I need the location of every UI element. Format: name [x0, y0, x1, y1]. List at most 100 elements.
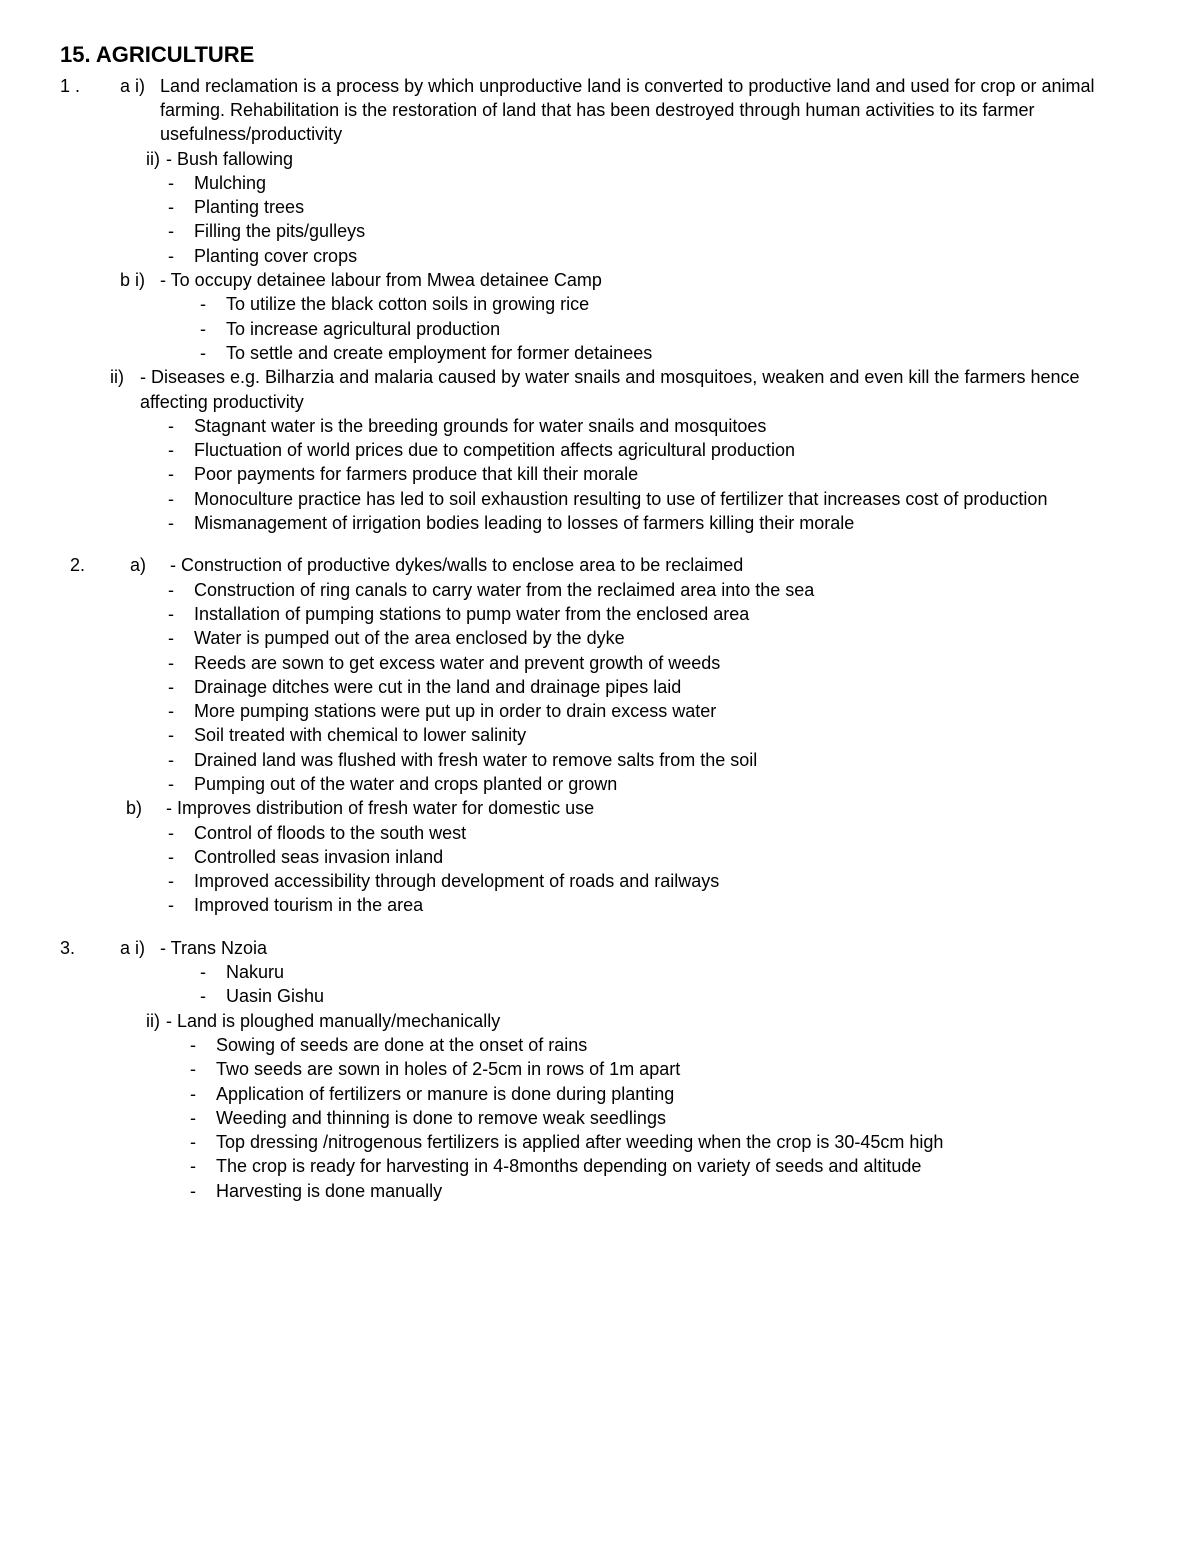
list-item-text: Weeding and thinning is done to remove w…	[216, 1106, 1140, 1130]
list-item: -Top dressing /nitrogenous fertilizers i…	[60, 1130, 1140, 1154]
q3-a-ii-first: - Land is ploughed manually/mechanically	[166, 1009, 1140, 1033]
dash-bullet: -	[168, 699, 194, 723]
list-item: -Pumping out of the water and crops plan…	[60, 772, 1140, 796]
q2-a-label: a)	[130, 553, 170, 577]
list-item-text: Application of fertilizers or manure is …	[216, 1082, 1140, 1106]
list-item: -Application of fertilizers or manure is…	[60, 1082, 1140, 1106]
dash-bullet: -	[168, 195, 194, 219]
dash-bullet: -	[168, 723, 194, 747]
dash-bullet: -	[168, 414, 194, 438]
dash-bullet: -	[190, 1057, 216, 1081]
list-item: -Uasin Gishu	[60, 984, 1140, 1008]
q1-b-i: b i) - To occupy detainee labour from Mw…	[60, 268, 1140, 292]
list-item: -Harvesting is done manually	[60, 1179, 1140, 1203]
list-item-text: To increase agricultural production	[226, 317, 1140, 341]
list-item-text: Improved tourism in the area	[194, 893, 1140, 917]
list-item-text: Drainage ditches were cut in the land an…	[194, 675, 1140, 699]
list-item-text: Installation of pumping stations to pump…	[194, 602, 1140, 626]
list-item-text: Reeds are sown to get excess water and p…	[194, 651, 1140, 675]
list-item: -To increase agricultural production	[60, 317, 1140, 341]
list-item: -Filling the pits/gulleys	[60, 219, 1140, 243]
dash-bullet: -	[190, 1082, 216, 1106]
list-item: -Installation of pumping stations to pum…	[60, 602, 1140, 626]
list-item-text: Pumping out of the water and crops plant…	[194, 772, 1140, 796]
q1-b-ii: ii) - Diseases e.g. Bilharzia and malari…	[60, 365, 1140, 414]
dash-bullet: -	[168, 772, 194, 796]
list-item-text: Control of floods to the south west	[194, 821, 1140, 845]
list-item-text: Improved accessibility through developme…	[194, 869, 1140, 893]
q1-a-i-text: Land reclamation is a process by which u…	[160, 74, 1140, 147]
dash-bullet: -	[168, 511, 194, 535]
list-item-text: Planting cover crops	[194, 244, 1140, 268]
dash-bullet: -	[168, 602, 194, 626]
list-item: -Control of floods to the south west	[60, 821, 1140, 845]
dash-bullet: -	[168, 578, 194, 602]
list-item-text: Sowing of seeds are done at the onset of…	[216, 1033, 1140, 1057]
dash-bullet: -	[200, 292, 226, 316]
dash-bullet: -	[168, 219, 194, 243]
q3-number: 3.	[60, 936, 120, 960]
dash-bullet: -	[168, 462, 194, 486]
list-item-text: Stagnant water is the breeding grounds f…	[194, 414, 1140, 438]
q1-number: 1 .	[60, 74, 120, 98]
q3-a-ii-label: ii)	[120, 1009, 166, 1033]
q1-a-i-label: a i)	[120, 74, 160, 98]
list-item: -Monoculture practice has led to soil ex…	[60, 487, 1140, 511]
list-item-text: Soil treated with chemical to lower sali…	[194, 723, 1140, 747]
list-item-text: Mismanagement of irrigation bodies leadi…	[194, 511, 1140, 535]
list-item: -Two seeds are sown in holes of 2-5cm in…	[60, 1057, 1140, 1081]
list-item: -Poor payments for farmers produce that …	[60, 462, 1140, 486]
q1-a-ii-first: - Bush fallowing	[166, 147, 1140, 171]
q2-a: 2. a) - Construction of productive dykes…	[60, 553, 1140, 577]
q1-a-ii: ii) - Bush fallowing	[60, 147, 1140, 171]
list-item: -Construction of ring canals to carry wa…	[60, 578, 1140, 602]
dash-bullet: -	[190, 1106, 216, 1130]
dash-bullet: -	[168, 893, 194, 917]
list-item-text: Fluctuation of world prices due to compe…	[194, 438, 1140, 462]
list-item: -Improved accessibility through developm…	[60, 869, 1140, 893]
q3-a-ii: ii) - Land is ploughed manually/mechanic…	[60, 1009, 1140, 1033]
q1-a-i: 1 . a i) Land reclamation is a process b…	[60, 74, 1140, 147]
dash-bullet: -	[168, 821, 194, 845]
list-item: -Drained land was flushed with fresh wat…	[60, 748, 1140, 772]
list-item-text: Harvesting is done manually	[216, 1179, 1140, 1203]
list-item-text: Poor payments for farmers produce that k…	[194, 462, 1140, 486]
list-item: -Mulching	[60, 171, 1140, 195]
dash-bullet: -	[200, 317, 226, 341]
dash-bullet: -	[190, 1154, 216, 1178]
q2-b: b) - Improves distribution of fresh wate…	[60, 796, 1140, 820]
list-item: -Water is pumped out of the area enclose…	[60, 626, 1140, 650]
dash-bullet: -	[190, 1033, 216, 1057]
dash-bullet: -	[168, 869, 194, 893]
dash-bullet: -	[168, 244, 194, 268]
q3-a-i-label: a i)	[120, 936, 160, 960]
list-item: -Drainage ditches were cut in the land a…	[60, 675, 1140, 699]
list-item-text: Water is pumped out of the area enclosed…	[194, 626, 1140, 650]
dash-bullet: -	[190, 1179, 216, 1203]
dash-bullet: -	[168, 438, 194, 462]
q1-b-i-first: - To occupy detainee labour from Mwea de…	[160, 268, 1140, 292]
list-item-text: More pumping stations were put up in ord…	[194, 699, 1140, 723]
list-item-text: Filling the pits/gulleys	[194, 219, 1140, 243]
list-item-text: Two seeds are sown in holes of 2-5cm in …	[216, 1057, 1140, 1081]
list-item-text: Nakuru	[226, 960, 1140, 984]
list-item: -Planting trees	[60, 195, 1140, 219]
list-item-text: Monoculture practice has led to soil exh…	[194, 487, 1140, 511]
list-item: -Mismanagement of irrigation bodies lead…	[60, 511, 1140, 535]
list-item: -Soil treated with chemical to lower sal…	[60, 723, 1140, 747]
q2-number: 2.	[60, 553, 130, 577]
q2-b-label: b)	[120, 796, 166, 820]
list-item: -Fluctuation of world prices due to comp…	[60, 438, 1140, 462]
list-item-text: Mulching	[194, 171, 1140, 195]
list-item: -Controlled seas invasion inland	[60, 845, 1140, 869]
list-item: -To utilize the black cotton soils in gr…	[60, 292, 1140, 316]
dash-bullet: -	[168, 675, 194, 699]
dash-bullet: -	[200, 341, 226, 365]
q1-b-ii-label: ii)	[110, 365, 140, 389]
list-item-text: To utilize the black cotton soils in gro…	[226, 292, 1140, 316]
list-item: -Reeds are sown to get excess water and …	[60, 651, 1140, 675]
list-item: -Stagnant water is the breeding grounds …	[60, 414, 1140, 438]
list-item-text: To settle and create employment for form…	[226, 341, 1140, 365]
list-item: -Improved tourism in the area	[60, 893, 1140, 917]
list-item: -Nakuru	[60, 960, 1140, 984]
